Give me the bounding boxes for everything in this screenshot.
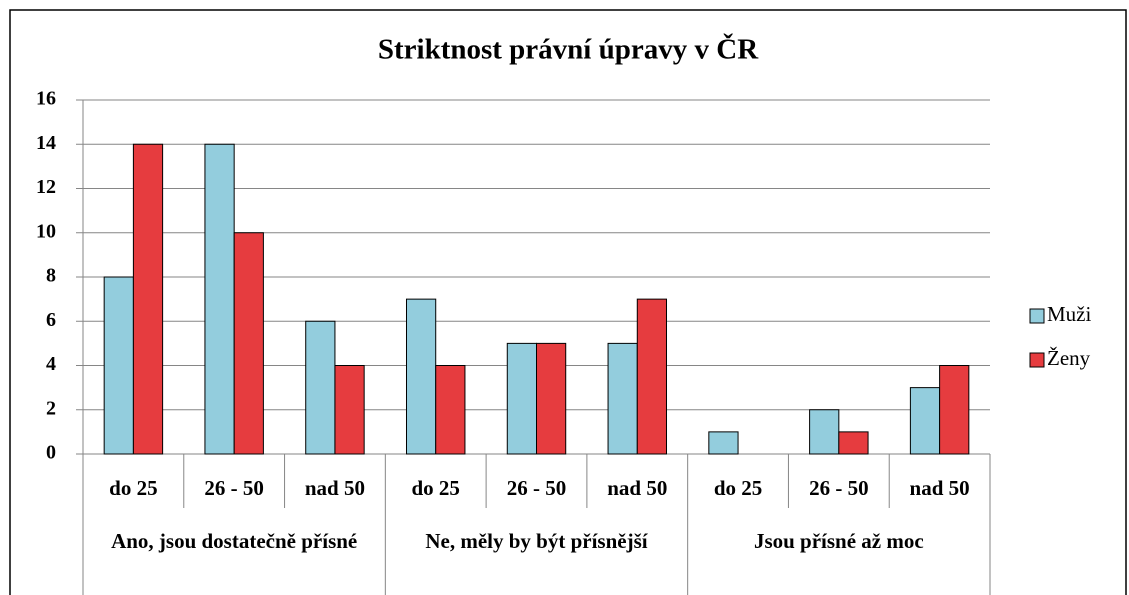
bar: [334, 365, 365, 455]
x-tick-label: nad 50: [607, 476, 667, 500]
chart-title: Striktnost právní úpravy v ČR: [378, 33, 759, 66]
legend-label: Muži: [1047, 302, 1091, 326]
group-label: Jsou přísné až moc: [753, 529, 924, 553]
y-tick-label: 14: [36, 132, 56, 154]
x-tick-label: 26 - 50: [507, 476, 567, 500]
x-tick-label: nad 50: [305, 476, 365, 500]
x-tick-label: do 25: [109, 476, 157, 500]
x-tick-label: nad 50: [910, 476, 970, 500]
bar: [636, 298, 668, 455]
chart-frame: [9, 9, 1127, 595]
y-tick-label: 8: [46, 265, 56, 287]
bar: [536, 342, 567, 455]
legend-swatch: [1029, 352, 1045, 368]
bar: [204, 143, 235, 455]
legend-swatch: [1029, 308, 1045, 324]
y-tick-label: 10: [36, 220, 56, 242]
y-tick-label: 16: [36, 88, 56, 110]
y-tick-label: 4: [46, 353, 56, 375]
group-label: Ne, měly by být přísnější: [425, 529, 648, 553]
bar: [305, 320, 336, 455]
group-label: Ano, jsou dostatečně přísné: [111, 529, 358, 553]
bar: [809, 409, 840, 455]
bar: [939, 365, 970, 455]
bar: [405, 298, 437, 455]
bar: [607, 342, 638, 455]
bar: [435, 365, 466, 455]
bar: [708, 431, 739, 455]
y-tick-label: 6: [46, 309, 56, 331]
bar: [838, 431, 869, 455]
bar: [506, 342, 537, 455]
bar: [103, 276, 134, 455]
x-tick-label: 26 - 50: [204, 476, 264, 500]
bar: [909, 387, 941, 455]
legend-label: Ženy: [1047, 346, 1091, 370]
x-tick-label: do 25: [714, 476, 762, 500]
y-tick-label: 0: [46, 442, 56, 464]
x-tick-label: 26 - 50: [809, 476, 869, 500]
bar: [233, 232, 264, 455]
y-tick-label: 2: [46, 397, 56, 419]
bar: [132, 143, 164, 455]
x-tick-label: do 25: [412, 476, 460, 500]
y-tick-label: 12: [36, 176, 56, 198]
